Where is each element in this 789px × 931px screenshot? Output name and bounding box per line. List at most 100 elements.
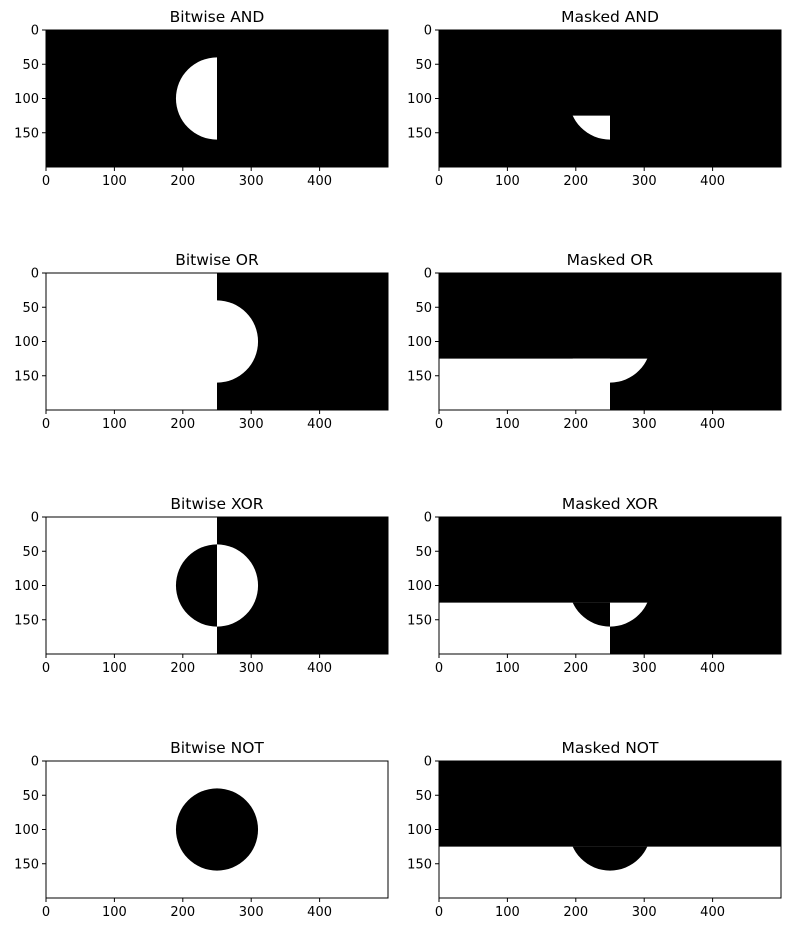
y-tick-label: 50 [22,301,39,316]
y-tick-label: 50 [415,545,432,560]
panel-1: Masked AND 0 100 200 300 400 0 50 100 150 [407,8,782,189]
x-tick-label: 300 [632,905,657,920]
x-tick-label: 0 [42,661,50,676]
image-region-circle [610,602,648,627]
y-tick-label: 150 [407,126,432,141]
panel-4: Bitwise XOR 0 100 200 300 400 0 50 100 150 [14,495,389,676]
y-tick-label: 0 [31,755,39,770]
x-tick-label: 200 [170,417,195,432]
panel-title: Masked OR [567,251,654,269]
y-tick-label: 50 [22,545,39,560]
x-tick-label: 300 [239,174,264,189]
image-region-circle [175,300,259,383]
x-tick-label: 100 [102,174,127,189]
x-tick-label: 300 [632,417,657,432]
y-tick-label: 0 [424,511,432,526]
panel-title: Bitwise XOR [170,495,263,513]
y-tick-label: 100 [407,579,432,594]
x-tick-label: 0 [435,174,443,189]
x-tick-label: 400 [700,417,725,432]
image-region-circle [572,846,648,871]
panel-6: Bitwise NOT 0 100 200 300 400 0 50 100 150 [14,739,389,920]
y-tick-label: 100 [14,823,39,838]
image-region-circle [572,358,648,383]
y-tick-label: 150 [14,613,39,628]
y-tick-label: 0 [424,267,432,282]
x-tick-label: 100 [102,417,127,432]
x-tick-label: 200 [563,905,588,920]
y-tick-label: 0 [31,511,39,526]
x-tick-label: 400 [307,417,332,432]
panel-title: Bitwise NOT [170,739,264,757]
y-tick-label: 0 [31,267,39,282]
y-tick-label: 150 [407,857,432,872]
x-tick-label: 400 [307,905,332,920]
x-tick-label: 100 [102,905,127,920]
x-tick-label: 300 [632,661,657,676]
y-tick-label: 100 [14,335,39,350]
y-tick-label: 150 [14,369,39,384]
y-tick-label: 50 [22,789,39,804]
x-tick-label: 400 [700,661,725,676]
x-tick-label: 200 [170,661,195,676]
y-tick-label: 150 [407,369,432,384]
y-tick-label: 150 [14,857,39,872]
x-tick-label: 0 [435,417,443,432]
image-region-rect [439,30,781,167]
panel-title: Masked AND [561,8,659,26]
panel-2: Bitwise OR 0 100 200 300 400 0 50 100 150 [14,251,389,432]
x-tick-label: 0 [435,905,443,920]
x-tick-label: 400 [307,661,332,676]
y-tick-label: 100 [407,335,432,350]
y-tick-label: 100 [407,92,432,107]
x-tick-label: 300 [239,417,264,432]
x-tick-label: 0 [435,661,443,676]
panel-title: Masked XOR [562,495,658,513]
y-tick-label: 50 [415,301,432,316]
x-tick-label: 100 [102,661,127,676]
x-tick-label: 200 [170,905,195,920]
panel-5: Masked XOR 0 100 200 300 400 0 50 100 150 [407,495,782,676]
x-tick-label: 200 [170,174,195,189]
panel-title: Bitwise OR [175,251,259,269]
image-region-circle [572,602,610,627]
y-tick-label: 50 [22,58,39,73]
y-tick-label: 150 [407,613,432,628]
y-tick-label: 0 [424,755,432,770]
panel-title: Bitwise AND [170,8,265,26]
y-tick-label: 100 [14,92,39,107]
x-tick-label: 100 [495,417,520,432]
x-tick-label: 200 [563,661,588,676]
x-tick-label: 400 [700,174,725,189]
y-tick-label: 100 [407,823,432,838]
x-tick-label: 200 [563,174,588,189]
y-tick-label: 100 [14,579,39,594]
x-tick-label: 400 [700,905,725,920]
x-tick-label: 0 [42,174,50,189]
x-tick-label: 300 [239,661,264,676]
y-tick-label: 50 [415,789,432,804]
x-tick-label: 200 [563,417,588,432]
x-tick-label: 400 [307,174,332,189]
x-tick-label: 100 [495,905,520,920]
image-region-circle [175,544,217,627]
image-region-circle [175,57,217,140]
y-tick-label: 50 [415,58,432,73]
x-tick-label: 0 [42,905,50,920]
x-tick-label: 300 [632,174,657,189]
image-region-circle [217,544,259,627]
panel-title: Masked NOT [562,739,659,757]
panel-3: Masked OR 0 100 200 300 400 0 50 100 150 [407,251,782,432]
image-region-circle [572,115,610,140]
x-tick-label: 100 [495,174,520,189]
panel-7: Masked NOT 0 100 200 300 400 0 50 100 150 [407,739,782,920]
y-tick-label: 0 [424,24,432,39]
x-tick-label: 300 [239,905,264,920]
image-region-circle [175,788,259,871]
panel-0: Bitwise AND 0 100 200 300 400 0 50 100 150 [14,8,389,189]
x-tick-label: 100 [495,661,520,676]
y-tick-label: 0 [31,24,39,39]
y-tick-label: 150 [14,126,39,141]
